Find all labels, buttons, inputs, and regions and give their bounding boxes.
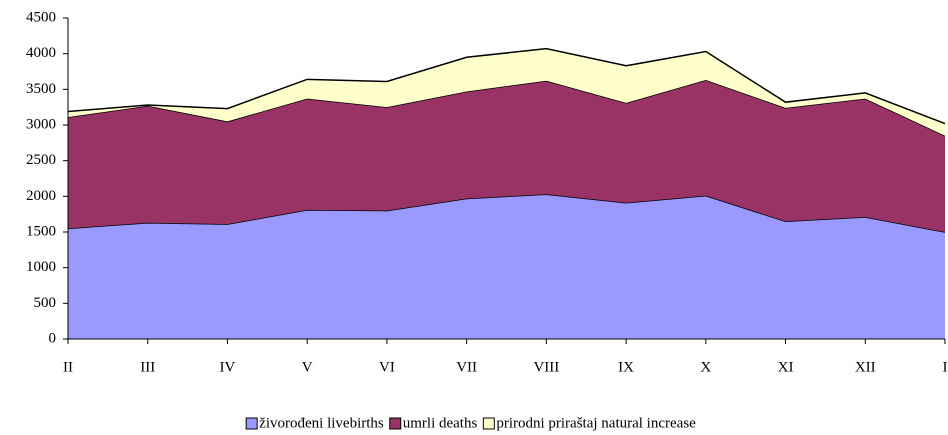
y-tick-label: 3000 <box>26 116 56 132</box>
y-tick-label: 2500 <box>26 152 56 168</box>
legend-label: živorođeni livebirths <box>259 415 384 431</box>
legend-label: prirodni priraštaj natural increase <box>496 415 696 431</box>
y-tick-label: 1500 <box>26 223 56 239</box>
y-tick-label: 2000 <box>26 188 56 204</box>
area-outline <box>67 47 946 125</box>
legend-swatch <box>482 417 495 430</box>
area-outline <box>67 79 946 137</box>
area <box>68 48 945 136</box>
legend-label: umrli deaths <box>403 415 478 431</box>
y-tick-label: 1000 <box>26 259 56 275</box>
y-tick-label: 4500 <box>26 9 56 25</box>
legend: živorođeni livebirths umrli deaths prirodn… <box>245 415 696 431</box>
x-tick-label: I <box>943 359 948 375</box>
x-tick-label: II <box>63 359 73 375</box>
area <box>68 194 945 339</box>
x-tick-label: XI <box>778 359 794 375</box>
y-tick-label: 4000 <box>26 45 56 61</box>
x-tick-label: X <box>700 359 711 375</box>
x-tick-label: VI <box>379 359 395 375</box>
y-tick-label: 500 <box>34 295 57 311</box>
area <box>68 80 945 232</box>
y-tick-label: 3500 <box>26 81 56 97</box>
legend-swatch <box>389 417 402 430</box>
x-tick-label: IX <box>618 359 634 375</box>
x-tick-label: III <box>140 359 155 375</box>
x-tick-label: VII <box>456 359 477 375</box>
x-tick-label: IV <box>220 359 236 375</box>
x-tick-label: VIII <box>533 359 559 375</box>
x-tick-label: V <box>302 359 313 375</box>
x-tick-label: XII <box>855 359 876 375</box>
legend-swatch <box>245 417 258 430</box>
y-tick-label: 0 <box>49 330 57 346</box>
